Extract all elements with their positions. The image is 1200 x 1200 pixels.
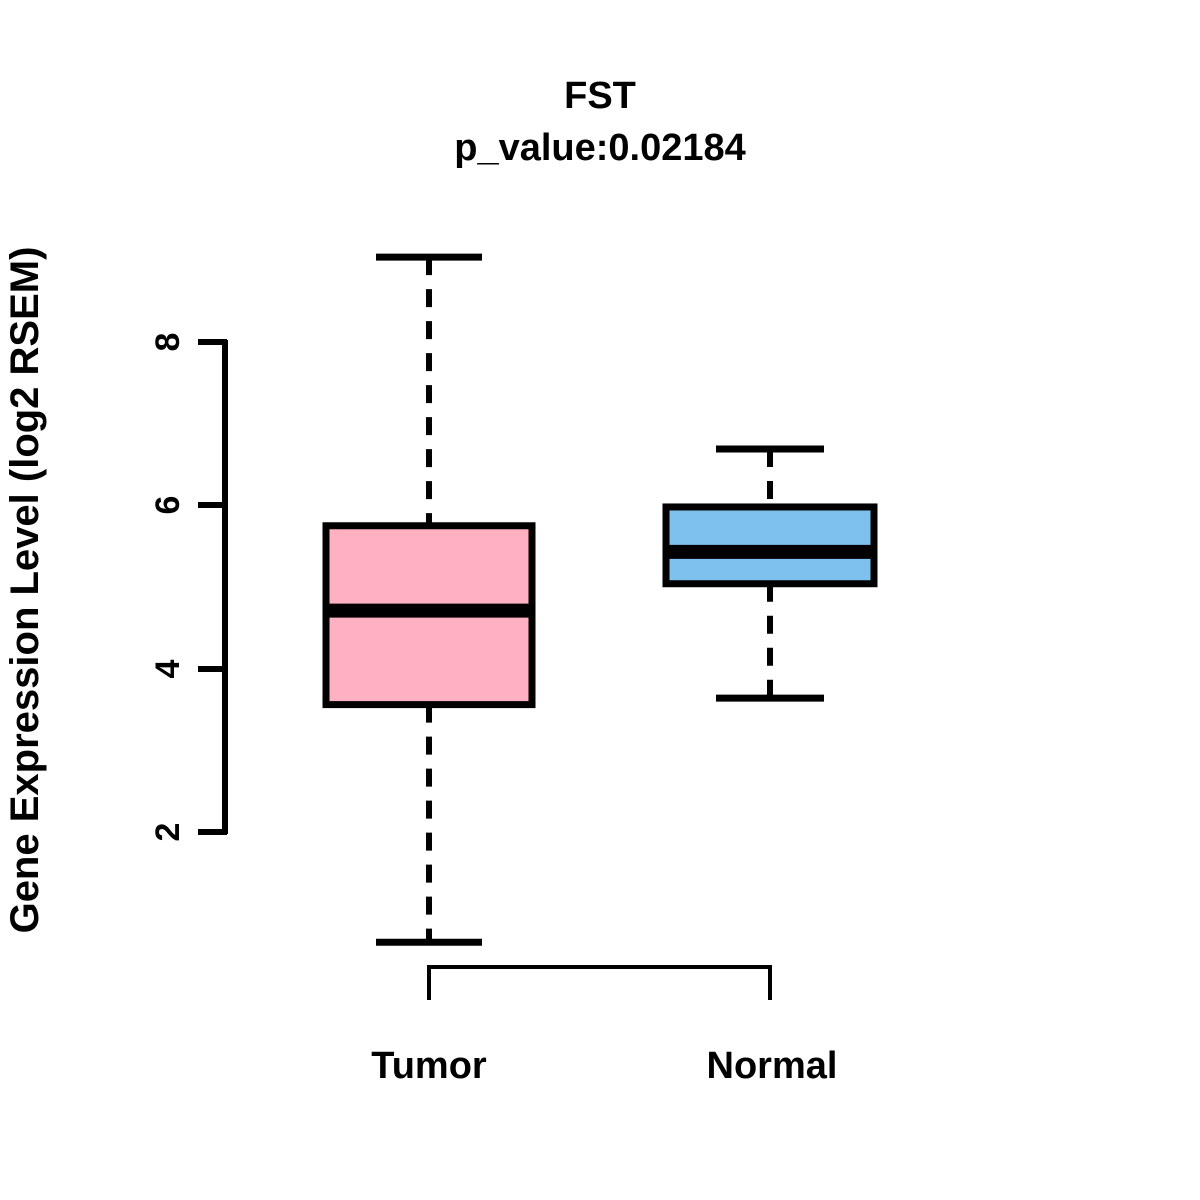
x-axis xyxy=(427,965,772,1000)
boxplot-tumor[interactable] xyxy=(322,253,536,946)
boxplot-normal[interactable] xyxy=(662,445,878,702)
x-tick-label-normal: Normal xyxy=(707,1045,838,1087)
x-tick-label-tumor: Tumor xyxy=(371,1045,487,1087)
y-tick-label-8: 8 xyxy=(149,333,187,352)
y-tick-label-2: 2 xyxy=(149,823,187,842)
y-axis-label: Gene Expression Level (log2 RSEM) xyxy=(3,247,47,934)
chart-subtitle: p_value:0.02184 xyxy=(454,127,746,169)
y-axis xyxy=(198,339,228,835)
y-tick-label-4: 4 xyxy=(149,659,187,678)
y-tick-label-6: 6 xyxy=(149,496,187,515)
chart-title: FST xyxy=(564,75,636,117)
